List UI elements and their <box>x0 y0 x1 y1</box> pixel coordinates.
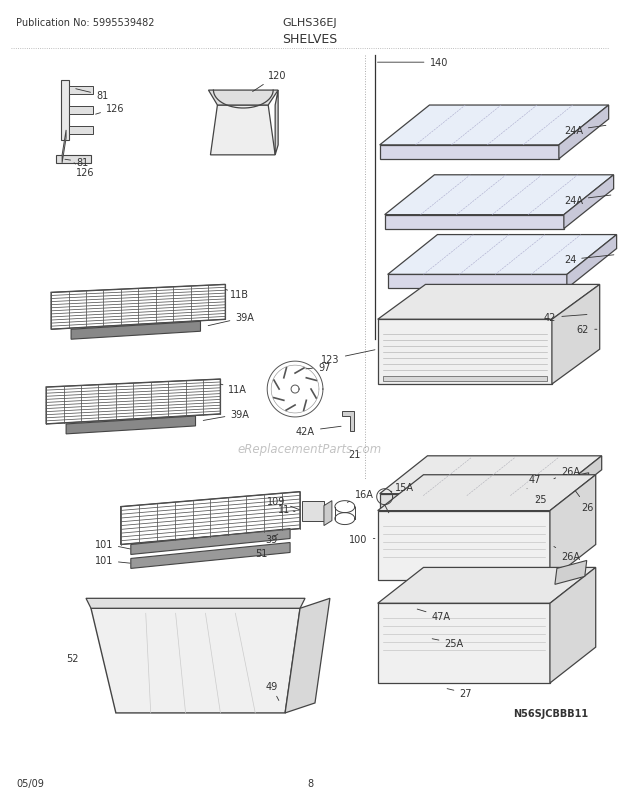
Polygon shape <box>567 235 617 289</box>
Polygon shape <box>275 91 278 156</box>
Text: 126: 126 <box>95 104 125 115</box>
Polygon shape <box>302 501 324 521</box>
Text: N56SJCBBB11: N56SJCBBB11 <box>513 708 589 718</box>
Text: 26A: 26A <box>554 547 580 561</box>
Text: 8: 8 <box>307 778 313 788</box>
Text: 05/09: 05/09 <box>16 778 44 788</box>
Text: 81: 81 <box>76 90 108 101</box>
Polygon shape <box>61 81 69 140</box>
Text: eReplacementParts.com: eReplacementParts.com <box>238 443 382 456</box>
Text: 140: 140 <box>378 58 448 68</box>
Text: 15A: 15A <box>391 482 414 492</box>
Polygon shape <box>62 131 66 164</box>
Polygon shape <box>208 91 278 106</box>
Polygon shape <box>285 598 330 713</box>
Text: 109: 109 <box>267 496 299 510</box>
Polygon shape <box>555 561 587 585</box>
Polygon shape <box>552 285 600 385</box>
Text: 101: 101 <box>94 539 130 549</box>
Polygon shape <box>388 235 617 275</box>
Text: 24: 24 <box>564 255 614 265</box>
Text: 26A: 26A <box>554 466 580 479</box>
Text: GLHS36EJ: GLHS36EJ <box>283 18 337 28</box>
Text: 51: 51 <box>255 549 268 559</box>
Text: 47A: 47A <box>417 610 451 622</box>
Text: Publication No: 5995539482: Publication No: 5995539482 <box>16 18 155 28</box>
Polygon shape <box>383 377 547 382</box>
Text: SHELVES: SHELVES <box>282 33 338 46</box>
Text: 101: 101 <box>94 556 130 565</box>
Polygon shape <box>324 501 332 526</box>
Polygon shape <box>69 127 93 135</box>
Polygon shape <box>378 604 550 683</box>
Polygon shape <box>379 456 601 494</box>
Text: 120: 120 <box>252 71 286 92</box>
Polygon shape <box>69 107 93 115</box>
Text: 42: 42 <box>544 313 587 323</box>
Text: 27: 27 <box>447 688 472 698</box>
Polygon shape <box>557 473 589 493</box>
Text: 49: 49 <box>265 681 279 701</box>
Polygon shape <box>210 106 275 156</box>
Text: 11A: 11A <box>220 385 247 395</box>
Polygon shape <box>69 87 93 95</box>
Polygon shape <box>559 106 609 160</box>
Text: 81: 81 <box>65 158 88 168</box>
Polygon shape <box>71 322 200 340</box>
Polygon shape <box>66 416 195 435</box>
Polygon shape <box>384 216 564 229</box>
Text: 126: 126 <box>74 164 95 177</box>
Polygon shape <box>550 568 596 683</box>
Text: 39A: 39A <box>203 410 249 421</box>
Polygon shape <box>379 106 609 146</box>
Text: 39A: 39A <box>208 313 254 326</box>
Text: 100: 100 <box>349 534 375 544</box>
Text: 21: 21 <box>348 449 360 460</box>
Text: 62: 62 <box>577 325 597 334</box>
Text: 123: 123 <box>321 350 375 365</box>
Polygon shape <box>378 285 600 320</box>
Polygon shape <box>86 598 305 609</box>
Text: 25A: 25A <box>432 638 464 648</box>
Polygon shape <box>379 494 554 508</box>
Polygon shape <box>388 275 567 289</box>
Polygon shape <box>378 320 552 385</box>
Polygon shape <box>378 475 596 511</box>
Polygon shape <box>131 529 290 555</box>
Polygon shape <box>550 475 596 581</box>
Text: 24A: 24A <box>564 126 606 136</box>
Polygon shape <box>131 543 290 569</box>
Text: 39: 39 <box>265 534 278 544</box>
Polygon shape <box>564 176 614 229</box>
Polygon shape <box>379 146 559 160</box>
Text: 24A: 24A <box>564 196 611 205</box>
Polygon shape <box>384 176 614 216</box>
Polygon shape <box>378 568 596 604</box>
Text: 42A: 42A <box>296 427 341 436</box>
Text: 11B: 11B <box>226 290 249 300</box>
Text: 52: 52 <box>66 654 79 663</box>
Text: 97: 97 <box>306 363 330 373</box>
Text: 25: 25 <box>534 494 546 504</box>
Polygon shape <box>342 411 354 431</box>
Text: 26: 26 <box>575 492 593 512</box>
Polygon shape <box>554 456 601 508</box>
Polygon shape <box>378 511 550 581</box>
Polygon shape <box>56 156 91 164</box>
Text: 47: 47 <box>527 474 541 489</box>
Text: 16A: 16A <box>347 489 374 503</box>
Text: 11: 11 <box>278 504 295 514</box>
Polygon shape <box>91 609 300 713</box>
